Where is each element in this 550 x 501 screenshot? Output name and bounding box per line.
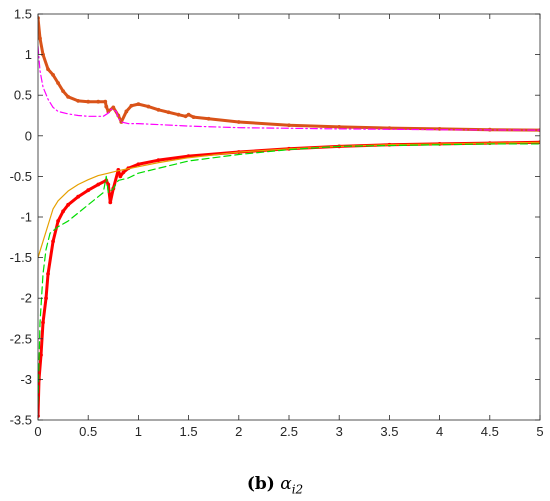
x-tick-label: 3.5	[380, 424, 398, 439]
x-tick-label: 4	[436, 424, 443, 439]
series-2-point	[51, 239, 55, 244]
x-tick-label: 4.5	[481, 424, 499, 439]
series-2-point	[39, 353, 43, 357]
y-tick-label: -2	[20, 291, 32, 306]
series-1-point	[166, 110, 171, 115]
series-1-point	[76, 98, 81, 103]
y-tick-label: -2.5	[10, 331, 32, 346]
series-1-point	[51, 73, 55, 77]
series-1-point	[146, 104, 151, 109]
series-2-point	[61, 209, 65, 214]
series-2-point	[96, 182, 101, 187]
series-1-point	[38, 36, 42, 41]
x-tick-label: 2.5	[280, 424, 298, 439]
plot-background	[38, 14, 540, 420]
y-tick-label: -0.5	[10, 169, 32, 184]
y-tick-label: 1.5	[14, 7, 32, 22]
series-1-point	[103, 99, 108, 104]
series-1-point	[86, 99, 91, 104]
series-1-point	[156, 107, 161, 112]
series-1-point	[38, 16, 40, 20]
series-layer	[38, 16, 540, 418]
series-2-point	[44, 296, 48, 301]
y-tick-label: 0	[25, 128, 32, 143]
series-1-point	[236, 120, 241, 124]
x-tick-label: 0.5	[79, 424, 97, 439]
series-1-point	[176, 112, 181, 117]
y-tick-label: 0.5	[14, 88, 32, 103]
x-tick-label: 0	[34, 424, 41, 439]
series-1-point	[66, 94, 71, 99]
series-1-point	[186, 112, 191, 117]
caption-symbol: α	[280, 474, 292, 494]
series-2-point	[136, 162, 141, 167]
y-tick-label: -1	[20, 210, 32, 225]
series-2-point	[56, 219, 60, 223]
plot-area	[38, 14, 540, 420]
series-2-point	[76, 194, 81, 199]
series-1-point	[56, 81, 60, 85]
series-5-line	[38, 143, 540, 405]
series-2-point	[156, 158, 161, 163]
series-1-point	[183, 114, 188, 119]
x-tick-label: 2	[235, 424, 242, 439]
series-2-point	[41, 320, 45, 325]
x-tick-label: 1	[135, 424, 142, 439]
series-1-point	[191, 115, 196, 120]
y-tick-label: -3.5	[10, 413, 32, 428]
series-1-point	[124, 109, 129, 114]
x-tick-label: 5	[536, 424, 543, 439]
series-4-line	[38, 45, 540, 131]
series-1-point	[46, 67, 50, 72]
series-1-point	[61, 89, 65, 94]
y-tick-label: -3	[20, 372, 32, 387]
series-2-point	[66, 202, 71, 207]
caption-label: (b)	[246, 474, 275, 494]
series-2-point	[108, 200, 113, 205]
series-1	[38, 16, 540, 133]
x-tick-label: 3	[336, 424, 343, 439]
series-1-point	[287, 123, 291, 128]
series-1-point	[337, 124, 342, 129]
axes-layer: 0 0.5 1 1.5 2 2.5 3 3.5 4 4.5 5 -3.5 -3 -2.5 -2 -1.5 -1 -…	[10, 7, 544, 440]
series-5	[38, 143, 540, 405]
x-tick-label: 1.5	[180, 424, 198, 439]
series-2-point	[121, 170, 126, 175]
series-1-point	[96, 99, 101, 104]
series-1-point	[136, 102, 141, 107]
series-2-point	[46, 271, 50, 276]
series-2-point	[118, 174, 123, 179]
caption-subscript: i2	[291, 482, 304, 497]
series-1-point	[111, 105, 116, 110]
series-2-point	[86, 188, 91, 193]
series-1-point	[104, 104, 109, 109]
series-1-point	[41, 52, 45, 57]
figure-caption: (b) αi2	[0, 474, 550, 496]
series-1-point	[119, 120, 124, 124]
series-1-point	[206, 116, 211, 121]
series-1-point	[129, 103, 134, 108]
series-2-point	[38, 414, 40, 418]
series-4	[38, 45, 540, 131]
y-tick-label: -1.5	[10, 250, 32, 265]
y-tick-label: 1	[25, 47, 32, 62]
